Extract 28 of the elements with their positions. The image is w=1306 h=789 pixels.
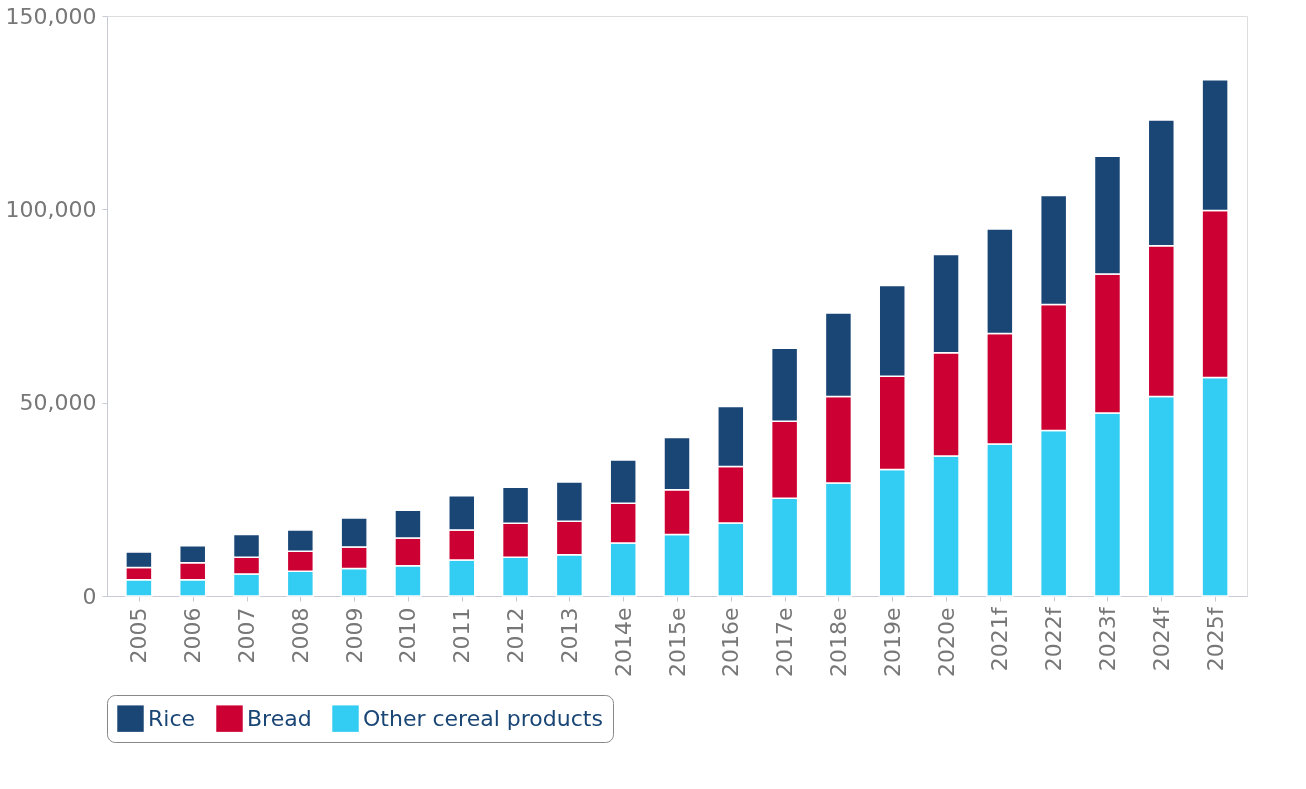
x-tick-label: 2024f [1148,606,1174,672]
legend-label: Rice [148,705,196,731]
x-tick-label: 2019e [879,607,905,678]
y-tick-label: 150,000 [5,3,97,29]
x-tick-label: 2021f [987,606,1013,672]
x-tick-label: 2014e [610,607,636,678]
x-tick-label: 2017e [772,607,798,678]
x-tick-label: 2020e [933,607,959,678]
x-tick-label: 2009 [341,607,367,664]
x-tick-label: 2022f [1041,606,1067,672]
x-tick-label: 2008 [287,607,313,664]
x-tick-label: 2005 [126,607,152,664]
y-tick-label: 100,000 [5,196,97,222]
legend-label: Bread [247,705,312,731]
x-tick-label: 2010 [395,607,421,664]
y-tick-label: 50,000 [19,390,97,416]
x-tick-label: 2006 [180,607,206,664]
x-tick-label: 2023f [1094,606,1120,672]
x-tick-label: 2018e [825,607,851,678]
x-tick-label: 2025f [1202,606,1228,672]
x-tick-label: 2013 [556,607,582,664]
x-tick-label: 2012 [503,607,529,664]
legend-label: Other cereal products [363,705,603,731]
x-tick-label: 2016e [718,607,744,678]
x-tick-label: 2015e [664,607,690,678]
x-tick-label: 2011 [449,607,475,664]
x-tick-label: 2007 [234,607,260,664]
y-tick-label: 0 [82,583,97,609]
